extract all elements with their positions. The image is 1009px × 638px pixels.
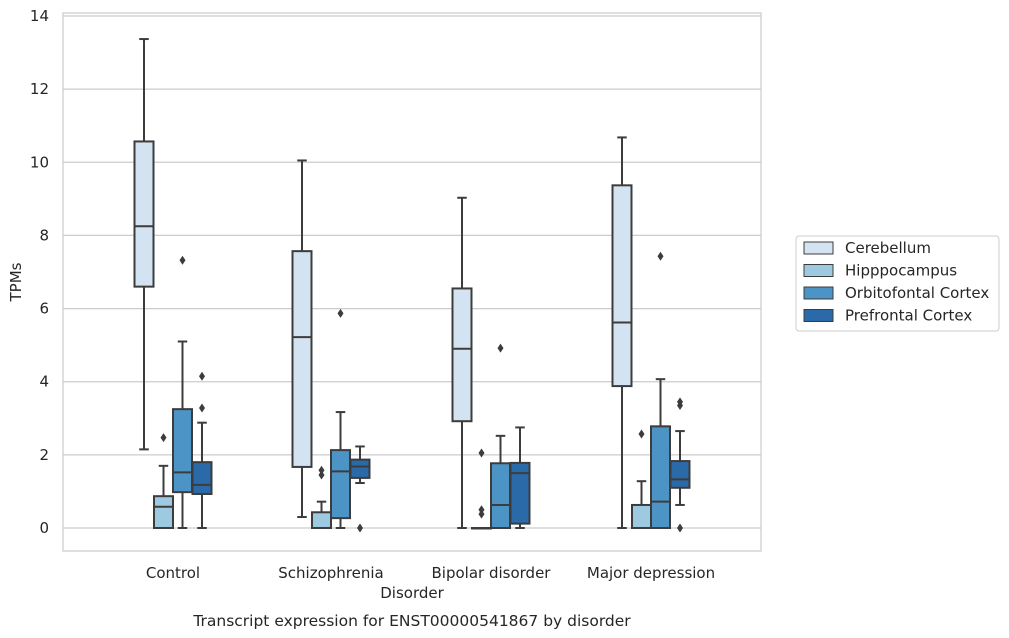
box-iqr — [153, 495, 174, 530]
x-tick-label: Control — [146, 564, 200, 582]
box-prefrontal-cortex-0 — [191, 371, 213, 529]
y-tick-label: 0 — [39, 519, 49, 537]
box-iqr — [330, 449, 351, 520]
x-tick-label: Bipolar disorder — [432, 564, 552, 582]
box-cerebellum-0 — [133, 38, 155, 451]
legend-swatch — [803, 241, 834, 255]
box-prefrontal-cortex-3 — [669, 397, 691, 533]
y-axis-label: TPMs — [7, 262, 25, 302]
box-iqr — [611, 184, 633, 388]
box-hipppocampus-2 — [471, 448, 492, 530]
box-cerebellum-1 — [291, 159, 313, 519]
outlier-marker — [677, 523, 683, 533]
y-tick-label: 10 — [30, 153, 49, 171]
box-iqr — [191, 461, 213, 495]
legend-swatch — [803, 286, 834, 300]
legend-label: Prefrontal Cortex — [845, 307, 972, 325]
outlier-marker — [318, 470, 325, 480]
chart-caption: Transcript expression for ENST0000054186… — [192, 612, 631, 630]
plot-frame — [62, 12, 762, 552]
boxes — [133, 38, 691, 533]
box-prefrontal-cortex-2 — [509, 426, 531, 529]
outlier-marker — [478, 448, 485, 458]
x-tick-label: Major depression — [587, 564, 715, 582]
y-tick-label: 2 — [39, 446, 49, 464]
outlier-marker — [199, 371, 205, 381]
box-iqr — [311, 511, 332, 530]
outlier-marker — [179, 255, 186, 265]
outlier-marker — [677, 397, 683, 407]
y-tick-label: 12 — [30, 80, 49, 98]
box-iqr — [451, 287, 473, 423]
box-cerebellum-3 — [611, 136, 633, 529]
outlier-marker — [318, 465, 325, 475]
box-orbitofontal-cortex-3 — [650, 251, 671, 529]
box-iqr — [650, 425, 671, 529]
box-iqr — [490, 462, 511, 530]
outlier-marker — [160, 433, 167, 443]
legend-swatch — [803, 264, 834, 277]
box-prefrontal-cortex-1 — [349, 445, 371, 533]
box-orbitofontal-cortex-0 — [172, 255, 193, 529]
box-iqr — [509, 461, 531, 525]
box-orbitofontal-cortex-2 — [490, 343, 511, 530]
outlier-marker — [357, 523, 363, 533]
box-iqr — [669, 460, 691, 489]
box-hipppocampus-1 — [311, 465, 332, 530]
legend-swatch — [803, 309, 834, 322]
legend-frame — [795, 235, 1000, 332]
legend-label: Cerebellum — [845, 239, 931, 257]
outlier-marker — [337, 308, 344, 318]
outlier-marker — [657, 251, 664, 261]
box-iqr — [172, 408, 193, 494]
y-tick-label: 8 — [39, 226, 49, 244]
outlier-marker — [199, 403, 205, 413]
y-axis-ticks: 0 2 4 6 8 10 12 14 — [30, 7, 49, 537]
x-tick-label: Schizophrenia — [278, 564, 383, 582]
y-tick-label: 6 — [39, 300, 49, 318]
x-axis-label: Disorder — [380, 584, 444, 602]
box-cerebellum-2 — [451, 196, 473, 529]
legend-label: Hipppocampus — [845, 262, 957, 280]
box-iqr — [349, 458, 371, 479]
box-iqr — [133, 140, 155, 288]
legend: Cerebellum Hipppocampus Orbitofontal Corte… — [795, 235, 1000, 332]
box-iqr — [631, 503, 652, 529]
outlier-marker — [497, 343, 504, 353]
outlier-marker — [478, 505, 485, 515]
legend-label: Orbitofontal Cortex — [845, 284, 989, 302]
box-hipppocampus-0 — [153, 433, 174, 530]
box-iqr — [291, 250, 313, 468]
outlier-marker — [638, 429, 645, 439]
x-axis-ticks: Control Schizophrenia Bipolar disorder Majo… — [146, 564, 715, 582]
y-tick-label: 4 — [39, 373, 49, 391]
box-orbitofontal-cortex-1 — [330, 308, 351, 529]
y-tick-label: 14 — [30, 7, 49, 25]
box-hipppocampus-3 — [631, 429, 652, 529]
